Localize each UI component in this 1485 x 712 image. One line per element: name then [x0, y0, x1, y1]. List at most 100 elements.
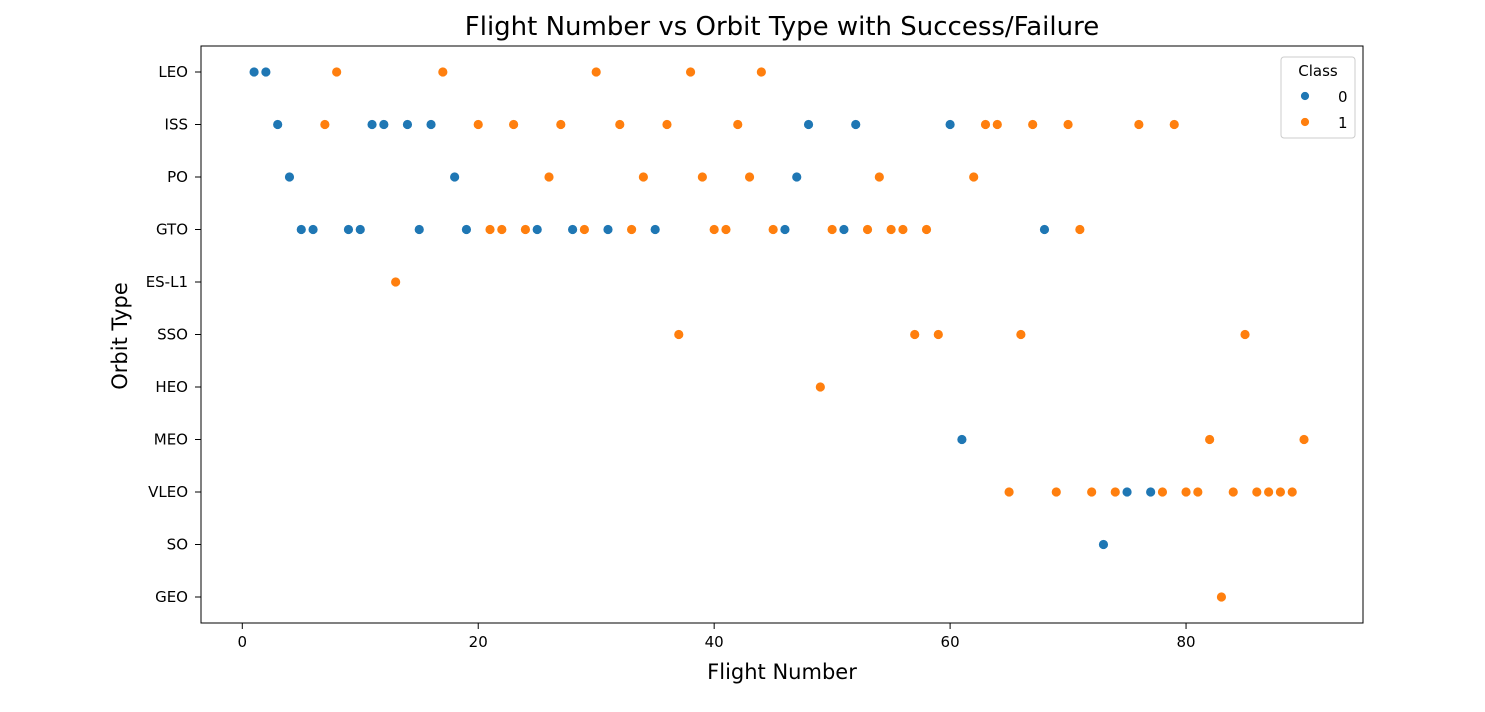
data-point-class-1 — [1263, 486, 1275, 498]
data-point-class-0 — [366, 119, 378, 130]
data-point-class-1 — [1062, 119, 1074, 130]
data-point-class-1 — [555, 119, 567, 130]
x-tick-label: 40 — [705, 633, 724, 651]
data-point-class-0 — [402, 119, 413, 130]
data-point-class-1 — [968, 171, 980, 183]
data-point-class-1 — [991, 119, 1003, 130]
x-axis-label: Flight Number — [707, 660, 857, 684]
data-point-class-1 — [755, 66, 767, 78]
data-point-class-1 — [1204, 434, 1216, 445]
x-tick-label: 0 — [238, 633, 248, 651]
data-point-class-1 — [1275, 486, 1286, 498]
data-point-class-0 — [307, 224, 319, 235]
x-tick-label: 80 — [1176, 633, 1195, 651]
data-point-class-0 — [850, 119, 862, 130]
data-point-class-1 — [980, 119, 991, 130]
data-point-class-1 — [637, 171, 649, 183]
data-point-class-1 — [826, 224, 838, 235]
data-point-class-1 — [696, 171, 708, 183]
data-point-class-0 — [248, 66, 260, 78]
data-point-class-0 — [791, 171, 803, 183]
data-point-class-1 — [767, 224, 779, 235]
legend-marker-0 — [1300, 91, 1310, 101]
data-point-class-0 — [413, 224, 425, 235]
data-point-class-0 — [649, 224, 661, 235]
data-point-class-1 — [472, 119, 484, 130]
data-point-class-1 — [897, 224, 909, 235]
y-tick-label: ES-L1 — [146, 273, 188, 291]
data-point-class-0 — [1145, 486, 1157, 498]
data-point-class-1 — [1157, 486, 1168, 498]
data-point-class-1 — [496, 224, 508, 235]
data-point-class-0 — [449, 171, 461, 183]
legend-marker-1 — [1300, 117, 1310, 127]
x-tick-label: 20 — [469, 633, 488, 651]
data-point-class-1 — [1027, 119, 1039, 130]
data-point-class-1 — [590, 66, 602, 78]
data-point-class-0 — [567, 224, 579, 235]
data-point-class-1 — [720, 224, 732, 235]
data-point-class-0 — [531, 224, 543, 235]
data-point-class-0 — [602, 224, 614, 235]
y-tick-label: GEO — [155, 588, 188, 606]
data-point-class-1 — [685, 66, 696, 78]
data-point-class-1 — [1074, 224, 1086, 235]
data-point-class-0 — [838, 224, 850, 235]
data-point-class-0 — [803, 119, 814, 130]
data-point-class-0 — [378, 119, 390, 130]
data-point-class-1 — [1227, 486, 1239, 498]
data-point-class-0 — [354, 224, 366, 235]
data-point-class-1 — [885, 224, 897, 235]
x-tick-label: 60 — [941, 633, 960, 651]
plot-frame — [200, 45, 1364, 624]
data-point-class-0 — [1121, 486, 1133, 498]
legend-box — [1280, 56, 1356, 139]
data-point-class-1 — [508, 119, 520, 130]
data-point-class-1 — [732, 119, 744, 130]
data-point-class-0 — [1098, 539, 1109, 550]
data-point-class-0 — [461, 224, 472, 235]
data-point-class-0 — [779, 224, 791, 235]
data-point-class-1 — [1050, 486, 1062, 498]
y-tick-label: LEO — [158, 63, 188, 81]
data-point-class-1 — [1251, 486, 1263, 498]
y-tick-label: GTO — [156, 221, 188, 239]
y-axis: LEO ISS PO GTO ES-L1 SSO HEO MEO VLEO SO GEO — [146, 63, 201, 606]
y-tick-label: HEO — [155, 378, 188, 396]
x-axis: 0 20 40 60 80 — [238, 623, 1196, 651]
legend-label-0: 0 — [1338, 88, 1348, 106]
y-tick-label: PO — [167, 168, 188, 186]
data-point-class-1 — [661, 119, 673, 130]
data-point-class-0 — [284, 171, 295, 183]
data-point-class-1 — [1109, 486, 1121, 498]
data-point-class-1 — [744, 171, 755, 183]
data-point-class-0 — [1039, 224, 1050, 235]
data-point-class-1 — [331, 66, 343, 78]
y-axis-label: Orbit Type — [108, 282, 132, 389]
data-point-class-1 — [862, 224, 873, 235]
data-point-class-1 — [626, 224, 637, 235]
data-point-class-1 — [1216, 591, 1227, 603]
data-point-class-1 — [543, 171, 555, 183]
data-point-class-0 — [944, 119, 956, 130]
data-point-class-1 — [1086, 486, 1098, 498]
plot-area — [248, 66, 1310, 603]
data-point-class-1 — [708, 224, 720, 235]
legend-label-1: 1 — [1338, 114, 1348, 132]
y-tick-label: VLEO — [148, 483, 188, 501]
y-tick-label: SSO — [157, 326, 188, 344]
data-point-class-1 — [1180, 486, 1192, 498]
data-point-class-1 — [1298, 434, 1310, 445]
y-tick-label: ISS — [165, 116, 188, 134]
data-point-class-1 — [921, 224, 932, 235]
data-point-class-1 — [1168, 119, 1180, 130]
data-point-class-1 — [673, 329, 685, 340]
data-point-class-1 — [1015, 329, 1027, 340]
data-point-class-1 — [579, 224, 590, 235]
y-tick-label: SO — [167, 536, 188, 554]
data-point-class-0 — [343, 224, 354, 235]
legend-title: Class — [1298, 62, 1338, 80]
data-point-class-1 — [484, 224, 496, 235]
data-point-class-0 — [425, 119, 437, 130]
